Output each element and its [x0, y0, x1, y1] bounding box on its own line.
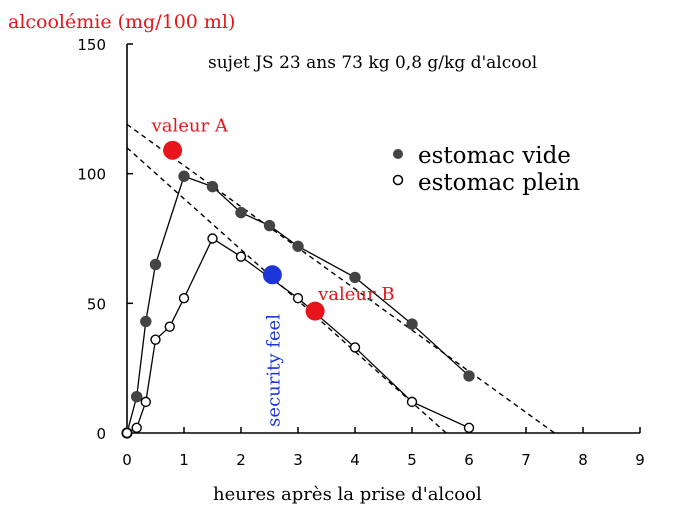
legend-marker-estomac-plein [392, 174, 404, 186]
series-line-estomac-plein [126, 237, 470, 434]
plot-area: 0 1 2 3 4 5 6 7 8 9 0 50 100 150 valeur A valeur B secu… [77, 36, 644, 469]
x-tick-label: 6 [464, 451, 474, 469]
y-tick-label: 100 [77, 166, 106, 184]
trend-line [126, 123, 555, 434]
x-tick-label: 4 [350, 451, 360, 469]
trend-lines [126, 123, 555, 434]
data-point-estomac-plein [150, 334, 161, 345]
x-tick-label: 1 [179, 451, 189, 469]
data-point-estomac-vide [406, 318, 418, 330]
y-tick-label: 0 [96, 425, 106, 443]
data-point-estomac-vide [235, 206, 247, 219]
data-point-estomac-plein [178, 292, 190, 304]
x-tick-label: 7 [521, 451, 531, 469]
x-tick-label: 5 [407, 451, 417, 469]
y-axis-title: alcoolémie (mg/100 ml) [8, 11, 235, 33]
annotation-label-valeur-A: valeur A [151, 115, 229, 136]
chart-subtitle: sujet JS 23 ans 73 kg 0,8 g/kg d'alcool [208, 53, 537, 73]
annotation-marker-valeur-B [305, 301, 325, 321]
y-tick-label: 150 [77, 36, 106, 54]
x-tick-label: 0 [122, 451, 132, 469]
data-point-estomac-vide [178, 170, 190, 182]
series-group [121, 170, 475, 439]
x-tick-label: 8 [578, 451, 588, 469]
legend-marker-estomac-vide [393, 149, 403, 159]
legend-label-estomac-plein: estomac plein [418, 170, 580, 196]
data-point-estomac-vide [349, 271, 361, 284]
data-point-estomac-vide [206, 180, 219, 193]
data-point-estomac-vide [463, 370, 475, 382]
data-point-estomac-plein [164, 321, 175, 332]
data-point-estomac-plein [131, 422, 142, 434]
data-point-estomac-plein [121, 427, 133, 439]
legend-label-estomac-vide: estomac vide [418, 143, 571, 169]
data-point-estomac-plein [235, 251, 247, 262]
data-point-estomac-plein [207, 233, 218, 244]
data-point-estomac-vide [130, 390, 143, 403]
data-point-estomac-plein [140, 396, 152, 408]
annotation-label-valeur-B: valeur B [317, 284, 394, 305]
y-tick-label: 50 [87, 295, 106, 313]
annotation-marker-security-feel [262, 265, 282, 285]
data-point-estomac-vide [149, 258, 162, 271]
x-tick-label: 3 [293, 451, 303, 469]
legend: estomac vide estomac plein [392, 143, 580, 196]
x-axis-title: heures après la prise d'alcool [213, 484, 482, 505]
x-tick-label: 2 [236, 451, 246, 469]
axis-ticks: 0 1 2 3 4 5 6 7 8 9 0 50 100 150 [77, 36, 644, 469]
data-point-estomac-plein [292, 292, 304, 304]
data-point-estomac-vide [292, 240, 304, 252]
x-tick-label: 9 [635, 451, 645, 469]
annotation-marker-valeur-A [163, 140, 183, 160]
series-line-estomac-vide [126, 175, 470, 434]
data-point-estomac-vide [140, 315, 152, 328]
data-point-estomac-vide [263, 219, 276, 232]
data-point-estomac-plein [349, 342, 361, 353]
annotations: valeur A valeur B security feel [151, 115, 395, 426]
data-point-estomac-plein [463, 422, 475, 434]
annotation-label-security-feel: security feel [263, 314, 284, 427]
data-point-estomac-plein [406, 396, 418, 408]
